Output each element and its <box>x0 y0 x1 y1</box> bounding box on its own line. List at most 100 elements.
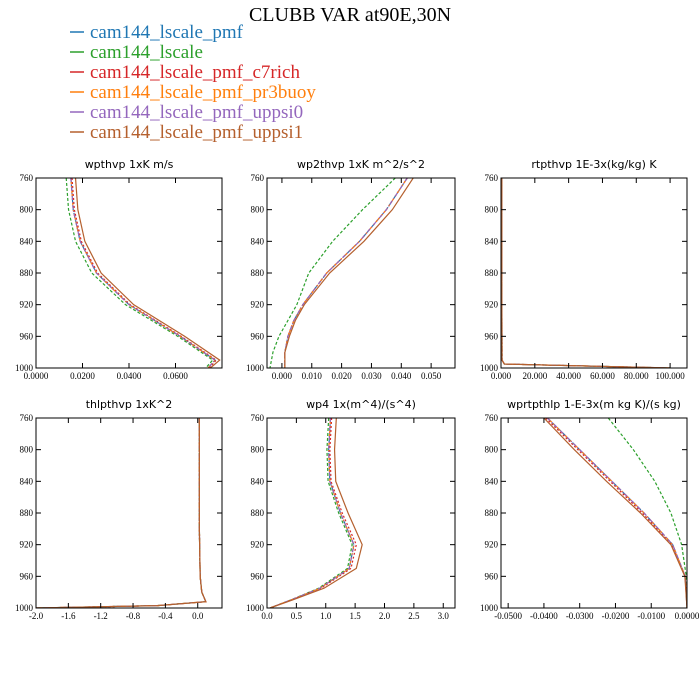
series-line <box>70 178 216 368</box>
y-tick-label: 800 <box>485 205 499 215</box>
plot-frame <box>500 177 688 369</box>
x-tick-label: 0.050 <box>421 371 442 381</box>
y-tick-label: 1000 <box>15 363 34 373</box>
y-tick-label: 960 <box>485 571 499 581</box>
panel-title: rtpthvp 1E-3x(kg/kg) K <box>531 158 657 171</box>
figure-title: CLUBB VAR at90E,30N <box>249 4 451 26</box>
y-tick-label: 760 <box>20 173 34 183</box>
y-tick-label: 840 <box>485 236 499 246</box>
series-line <box>36 418 207 608</box>
x-tick-label: 0.0400 <box>117 371 142 381</box>
y-tick-label: 920 <box>485 540 499 550</box>
chart-panel: thlpthvp 1xK^2 760 800 840 880 920 960 1000-2.0… <box>15 398 223 621</box>
x-tick-label: 3.0 <box>438 611 450 621</box>
x-tick-label: 0.000 <box>491 371 512 381</box>
y-tick-label: 760 <box>251 173 265 183</box>
panel-title: wp4 1x(m^4)/(s^4) <box>306 398 416 411</box>
x-tick-label: 0.020 <box>331 371 352 381</box>
series-line <box>269 418 355 608</box>
legend-label: cam144_lscale_pmf_pr3buoy <box>90 82 316 103</box>
series-line <box>36 418 207 608</box>
legend: cam144_lscale_pmfcam144_lscalecam144_lsc… <box>70 22 316 143</box>
chart-panel: wp2thvp 1xK m^2/s^2 760 800 840 880 920 960 100… <box>246 158 456 381</box>
chart-panel: rtpthvp 1E-3x(kg/kg) K 760 800 840 880 920 960… <box>480 158 688 381</box>
series-line <box>36 418 207 608</box>
y-tick-label: 960 <box>20 331 34 341</box>
x-tick-label: -0.4 <box>158 611 173 621</box>
x-tick-label: -0.0200 <box>602 611 630 621</box>
x-tick-label: -0.0100 <box>637 611 665 621</box>
y-tick-label: 800 <box>485 445 499 455</box>
x-tick-label: 0.5 <box>291 611 303 621</box>
series-line <box>547 418 687 608</box>
x-tick-label: 0.030 <box>361 371 382 381</box>
y-tick-label: 920 <box>20 300 34 310</box>
x-tick-label: 40.000 <box>556 371 581 381</box>
legend-label: cam144_lscale_pmf_uppsi0 <box>90 102 303 123</box>
y-tick-label: 760 <box>485 173 499 183</box>
x-tick-label: 2.5 <box>408 611 420 621</box>
x-tick-label: 0.0000 <box>24 371 49 381</box>
series-line <box>269 418 355 608</box>
series-line <box>543 418 687 608</box>
series-line <box>65 178 214 368</box>
series-line <box>501 178 671 368</box>
x-tick-label: 0.010 <box>302 371 323 381</box>
legend-label: cam144_lscale_pmf_c7rich <box>90 62 300 83</box>
series-line <box>501 178 671 368</box>
series-line <box>607 418 687 608</box>
y-tick-label: 800 <box>251 445 265 455</box>
plot-frame <box>35 417 223 609</box>
series-line <box>501 178 671 368</box>
plot-frame <box>35 177 223 369</box>
y-tick-label: 960 <box>251 571 265 581</box>
y-tick-label: 800 <box>20 445 34 455</box>
y-tick-label: 840 <box>20 236 34 246</box>
x-tick-label: 0.0 <box>192 611 204 621</box>
y-tick-label: 1000 <box>15 603 34 613</box>
y-tick-label: 960 <box>20 571 34 581</box>
x-tick-label: 80.000 <box>624 371 649 381</box>
y-tick-label: 1000 <box>480 363 499 373</box>
x-tick-label: 0.0200 <box>70 371 95 381</box>
y-tick-label: 880 <box>20 508 34 518</box>
y-tick-label: 880 <box>251 268 265 278</box>
series-line <box>36 418 207 608</box>
y-tick-label: 1000 <box>480 603 499 613</box>
legend-label: cam144_lscale <box>90 42 203 63</box>
x-tick-label: 2.0 <box>379 611 391 621</box>
series-line <box>545 418 687 608</box>
series-line <box>269 418 357 608</box>
plot-frame <box>500 417 688 609</box>
series-line <box>36 418 207 608</box>
panel-title: wp2thvp 1xK m^2/s^2 <box>297 158 425 171</box>
series-line <box>547 418 687 608</box>
x-tick-label: 0.040 <box>391 371 412 381</box>
x-tick-label: 0.0000 <box>675 611 700 621</box>
panels: wpthvp 1xK m/s76080084088092096010000.00… <box>15 158 700 621</box>
chart-panel: wp4 1x(m^4)/(s^4)76080084088092096010000… <box>246 398 456 621</box>
x-tick-label: 1.0 <box>320 611 332 621</box>
y-tick-label: 880 <box>20 268 34 278</box>
series-line <box>36 418 207 608</box>
series-line <box>269 418 363 608</box>
y-tick-label: 880 <box>485 268 499 278</box>
legend-label: cam144_lscale_pmf_uppsi1 <box>90 122 303 143</box>
y-tick-label: 800 <box>20 205 34 215</box>
y-tick-label: 840 <box>251 236 265 246</box>
panel-title: wprtpthlp 1-E-3x(m kg K)/(s kg) <box>507 398 681 411</box>
y-tick-label: 920 <box>251 540 265 550</box>
y-tick-label: 800 <box>251 205 265 215</box>
y-tick-label: 760 <box>20 413 34 423</box>
series-line <box>501 178 671 368</box>
x-tick-label: 0.000 <box>272 371 293 381</box>
x-tick-label: -0.0400 <box>530 611 558 621</box>
x-tick-label: 20.000 <box>522 371 547 381</box>
y-tick-label: 840 <box>251 476 265 486</box>
y-tick-label: 920 <box>485 300 499 310</box>
y-tick-label: 760 <box>251 413 265 423</box>
x-tick-label: -1.2 <box>94 611 108 621</box>
series-line <box>284 178 414 368</box>
x-tick-label: 0.0 <box>261 611 273 621</box>
